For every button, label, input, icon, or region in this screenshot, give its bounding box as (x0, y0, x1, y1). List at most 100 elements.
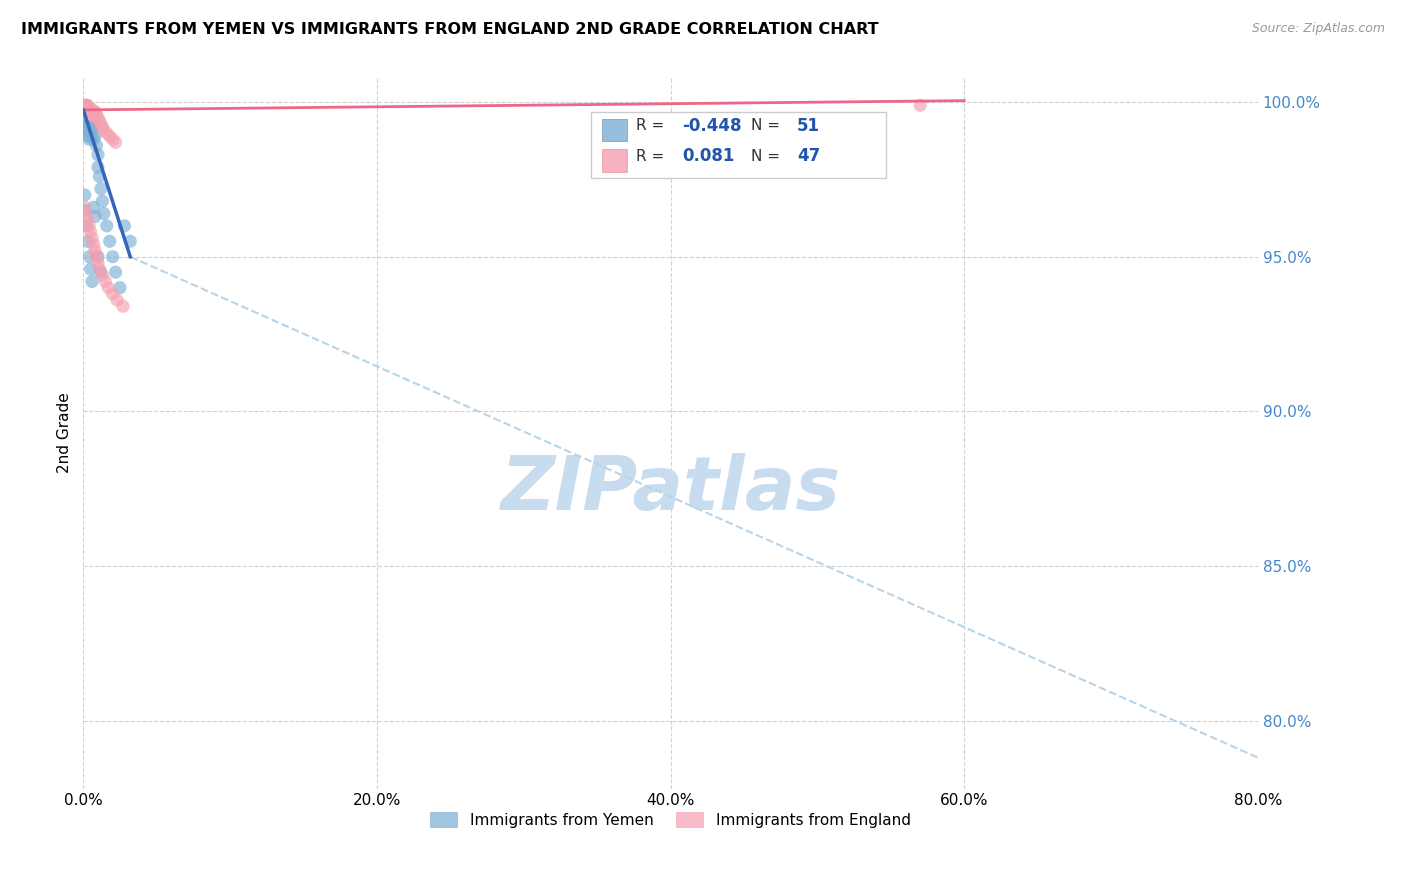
Point (79, 104, 101, 119)
Point (98, 129, 121, 144)
Point (83, 104, 105, 119)
Point (83, 132, 105, 146)
Point (75, 117, 97, 131)
Point (120, 235, 142, 249)
Point (76, 98, 98, 112)
Point (77, 113, 100, 128)
Point (87, 250, 110, 264)
Text: 51: 51 (797, 117, 820, 135)
Point (83, 107, 105, 121)
Point (89, 262, 111, 277)
Y-axis label: 2nd Grade: 2nd Grade (58, 392, 72, 474)
Point (79, 117, 101, 131)
Point (76, 101, 98, 115)
Text: N =: N = (751, 119, 785, 133)
Point (101, 286, 124, 301)
Point (76, 113, 98, 128)
Point (76, 129, 98, 144)
Point (73, 188, 96, 202)
Text: IMMIGRANTS FROM YEMEN VS IMMIGRANTS FROM ENGLAND 2ND GRADE CORRELATION CHART: IMMIGRANTS FROM YEMEN VS IMMIGRANTS FROM… (21, 22, 879, 37)
Point (97, 281, 120, 295)
Point (77, 101, 100, 115)
Text: R =: R = (636, 149, 673, 163)
Point (91, 194, 114, 208)
Point (90, 265, 112, 279)
Point (82, 104, 104, 119)
Point (84, 104, 107, 119)
Point (79, 225, 101, 239)
Text: 0.081: 0.081 (682, 147, 734, 165)
Point (75, 219, 97, 233)
Point (96, 219, 118, 233)
Point (79, 101, 101, 115)
Point (83, 237, 105, 252)
Point (87, 147, 110, 161)
Point (86, 138, 108, 153)
Point (76, 107, 98, 121)
Point (84, 111, 107, 125)
Point (91, 268, 114, 283)
Point (104, 265, 127, 279)
Point (73, 101, 96, 115)
Point (73, 113, 96, 128)
Point (77, 219, 100, 233)
Point (93, 123, 115, 137)
Legend: Immigrants from Yemen, Immigrants from England: Immigrants from Yemen, Immigrants from E… (423, 806, 917, 834)
Text: Source: ZipAtlas.com: Source: ZipAtlas.com (1251, 22, 1385, 36)
Point (91, 120, 114, 134)
Point (77, 250, 100, 264)
Point (108, 281, 131, 295)
Point (76, 107, 98, 121)
Point (75, 104, 97, 119)
Point (87, 256, 110, 270)
Point (82, 123, 104, 137)
Text: -0.448: -0.448 (682, 117, 741, 135)
Point (75, 206, 97, 220)
Point (76, 235, 98, 249)
Point (73, 107, 96, 121)
Point (82, 275, 104, 289)
Text: N =: N = (751, 149, 785, 163)
Text: R =: R = (636, 119, 669, 133)
Point (73, 98, 96, 112)
Point (93, 206, 115, 220)
Point (75, 111, 97, 125)
Point (75, 98, 97, 112)
Point (82, 231, 104, 245)
Point (89, 113, 111, 128)
Point (76, 212, 98, 227)
Point (104, 136, 127, 150)
Point (86, 250, 108, 264)
Point (77, 132, 100, 146)
Point (908, 98, 931, 112)
Point (112, 219, 135, 233)
Point (111, 299, 134, 313)
Point (77, 104, 100, 119)
Point (101, 250, 124, 264)
Point (79, 262, 101, 277)
Point (73, 120, 96, 134)
Point (79, 129, 101, 144)
Point (94, 275, 117, 289)
Point (75, 98, 97, 112)
Point (84, 244, 107, 258)
Point (98, 235, 121, 249)
Point (82, 113, 104, 128)
Point (83, 120, 105, 134)
Point (77, 123, 100, 137)
Point (90, 117, 112, 131)
Point (75, 123, 97, 137)
Point (83, 200, 105, 214)
Text: 47: 47 (797, 147, 821, 165)
Point (84, 129, 107, 144)
Point (101, 132, 124, 146)
Point (75, 101, 97, 115)
Point (73, 200, 96, 214)
Point (82, 107, 104, 121)
Point (105, 293, 128, 307)
Point (84, 210, 107, 224)
Point (75, 104, 97, 119)
Point (90, 182, 112, 196)
Point (76, 101, 98, 115)
Text: ZIPatlas: ZIPatlas (501, 453, 841, 526)
